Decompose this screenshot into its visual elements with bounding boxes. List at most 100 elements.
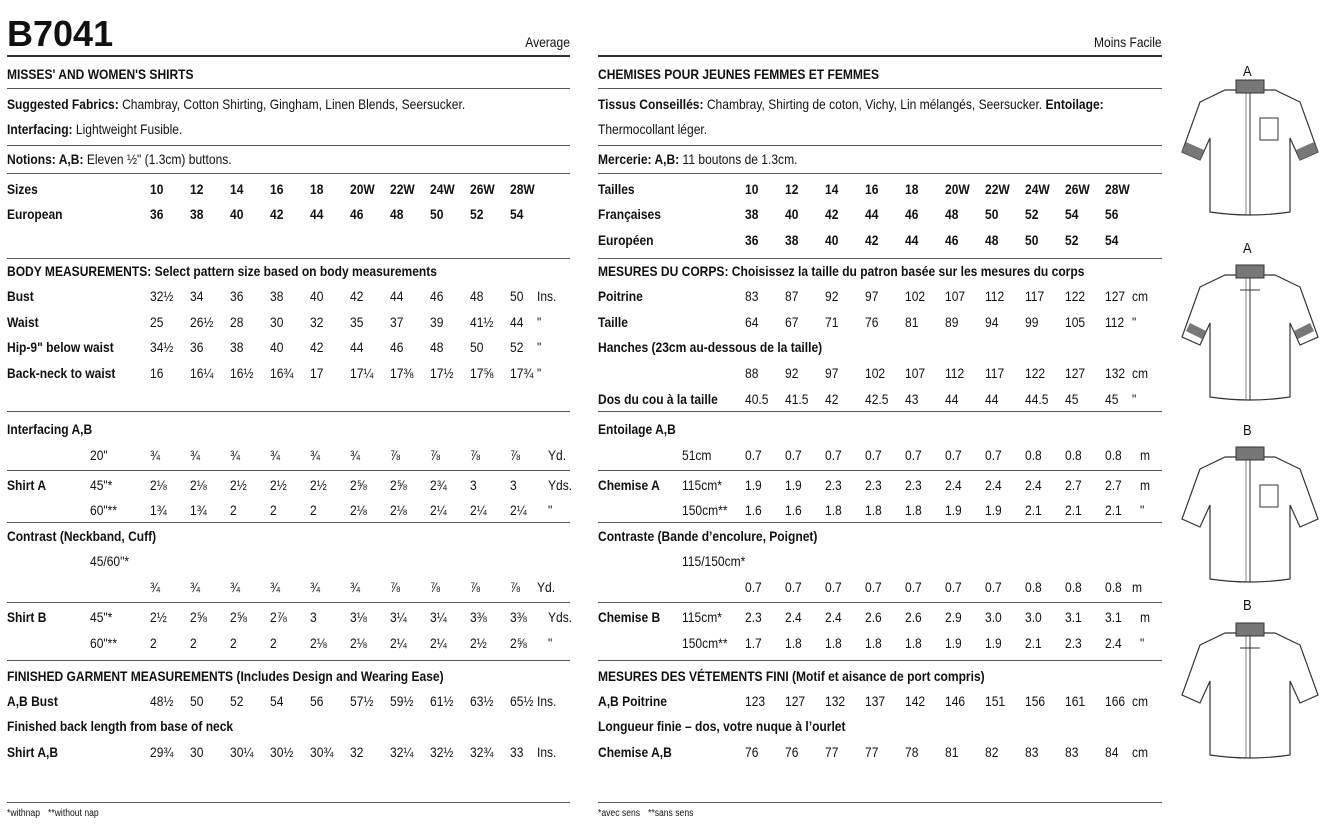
- value: 45: [1065, 391, 1079, 407]
- text-line: Interfacing: Lightweight Fusible.: [7, 117, 182, 142]
- value: 12: [785, 181, 799, 197]
- value: 0.8: [1105, 447, 1122, 463]
- row-label: Taille: [598, 314, 628, 330]
- section-heading: FINISHED GARMENT MEASUREMENTS (Includes …: [7, 668, 444, 684]
- unit: m: [1140, 609, 1151, 625]
- rule-line: [7, 411, 570, 412]
- value: 46: [430, 288, 444, 304]
- value: 32½: [150, 288, 174, 304]
- difficulty: Moins Facile: [1094, 34, 1162, 50]
- value: 2.4: [1105, 635, 1122, 651]
- value: 22W: [390, 181, 415, 197]
- value: 34: [190, 288, 204, 304]
- unit: ": [537, 339, 542, 355]
- value: 1.8: [785, 635, 802, 651]
- value: 0.8: [1025, 579, 1042, 595]
- value: 99: [1025, 314, 1039, 330]
- value: 1¾: [150, 502, 167, 518]
- value: 16: [150, 365, 164, 381]
- value: 14: [825, 181, 839, 197]
- value: 151: [985, 693, 1006, 709]
- value: 2.3: [905, 477, 922, 493]
- value: ¾: [230, 579, 241, 595]
- value: 0.7: [905, 579, 922, 595]
- value: 40.5: [745, 391, 769, 407]
- value: 50: [510, 288, 524, 304]
- value: 2⅛: [310, 635, 327, 651]
- value: 0.8: [1025, 447, 1042, 463]
- value: 44.5: [1025, 391, 1049, 407]
- value: 132: [825, 693, 846, 709]
- field-label: Suggested Fabrics:: [7, 95, 119, 112]
- value: 0.7: [945, 447, 962, 463]
- value: 29¾: [150, 744, 174, 760]
- value: 30½: [270, 744, 294, 760]
- value: 41½: [470, 314, 494, 330]
- value: 0.7: [745, 447, 762, 463]
- value: 1.9: [985, 635, 1002, 651]
- value: 2⅛: [190, 477, 207, 493]
- value: 107: [905, 365, 926, 381]
- field-text: Thermocollant léger.: [598, 120, 708, 137]
- rule-line: [598, 522, 1162, 523]
- value: 14: [230, 181, 244, 197]
- text-line: Tissus Conseillés: Chambray, Shirting de…: [598, 92, 1162, 142]
- value: 1.8: [905, 635, 922, 651]
- value: 26½: [190, 314, 214, 330]
- value: ¾: [190, 579, 201, 595]
- row-label: Chemise B: [598, 609, 661, 625]
- unit: ": [537, 314, 542, 330]
- value: 46: [390, 339, 404, 355]
- value: 28: [230, 314, 244, 330]
- value: 3.0: [1025, 609, 1042, 625]
- value: 57½: [350, 693, 374, 709]
- value: 17½: [430, 365, 454, 381]
- value: 10: [150, 181, 164, 197]
- value: 2⅝: [510, 635, 527, 651]
- unit: Yds.: [548, 477, 573, 493]
- unit: cm: [1132, 365, 1149, 381]
- value: 2.1: [1025, 635, 1042, 651]
- value: 83: [745, 288, 759, 304]
- rule-line: [7, 55, 570, 57]
- title: MISSES' AND WOMEN'S SHIRTS: [7, 66, 194, 82]
- value: 44: [310, 206, 324, 222]
- value: 12: [190, 181, 204, 197]
- value: 40: [785, 206, 799, 222]
- value: 2¼: [430, 502, 447, 518]
- value: 0.7: [865, 579, 882, 595]
- value: 2½: [230, 477, 247, 493]
- value: 56: [1105, 206, 1119, 222]
- footnote: *avec sens: [598, 808, 641, 819]
- pattern-code: B7041: [7, 13, 114, 54]
- value: 52: [1025, 206, 1039, 222]
- value: 36: [150, 206, 164, 222]
- section-heading: MESURES DES VÉTEMENTS FINI (Motif et ais…: [598, 668, 985, 684]
- value: 2: [190, 635, 197, 651]
- value: 1.9: [985, 502, 1002, 518]
- row-label: Européen: [598, 232, 654, 248]
- value: 127: [1105, 288, 1126, 304]
- value: 33: [510, 744, 524, 760]
- value: 50: [1025, 232, 1039, 248]
- unit: m: [1140, 477, 1151, 493]
- value: 83: [1025, 744, 1039, 760]
- value: 38: [230, 339, 244, 355]
- value: 48½: [150, 693, 174, 709]
- value: 2.4: [985, 477, 1002, 493]
- unit: ": [1140, 635, 1145, 651]
- section-heading: Contrast (Neckband, Cuff): [7, 528, 157, 544]
- value: 32¾: [470, 744, 494, 760]
- value: 64: [745, 314, 759, 330]
- section-heading: Hanches (23cm au-dessous de la taille): [598, 339, 823, 355]
- value: 2⅝: [350, 477, 367, 493]
- section-heading: Finished back length from base of neck: [7, 718, 234, 734]
- value: 87: [785, 288, 799, 304]
- rule-line: [7, 802, 570, 803]
- value: 0.7: [945, 579, 962, 595]
- value: ⅞: [510, 447, 521, 463]
- text-line: Notions: A,B: Eleven ½" (1.3cm) buttons.: [7, 147, 232, 172]
- rule-line: [7, 470, 570, 471]
- value: 2½: [270, 477, 287, 493]
